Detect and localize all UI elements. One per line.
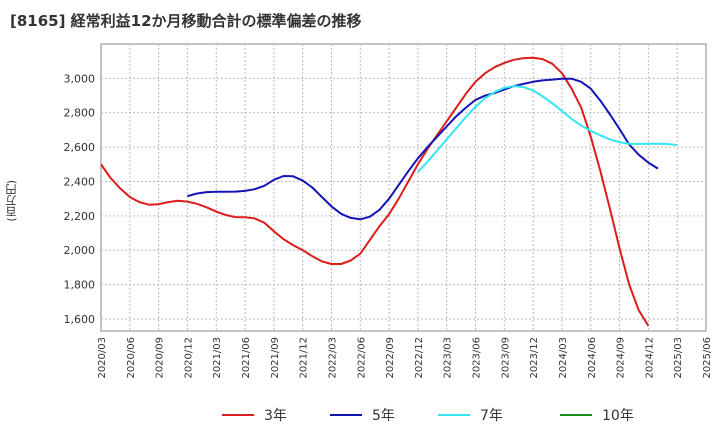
x-tick-layer: 2020/03 2020/06 2020/09 2020/12 2021/03 2021/… [97,337,713,379]
y-tick-label: 2,000 [64,244,96,257]
legend-item: 7年 [438,404,503,426]
x-tick-label: 2020/03 [97,337,108,379]
grid-layer [101,44,706,331]
x-tick-label: 2020/06 [126,337,137,379]
x-tick-label: 2021/12 [299,337,310,379]
x-tick-label: 2022/09 [385,337,396,379]
plot-area [100,43,707,332]
series-layer [100,56,678,327]
y-tick-label: 2,800 [64,107,96,120]
x-tick-label: 2021/09 [270,337,281,379]
y-tick-label: 1,600 [64,313,96,326]
legend-label: 10年 [602,408,634,424]
x-tick-label: 2024/09 [616,337,627,379]
legend-item: 10年 [560,404,634,426]
x-tick-label: 2024/06 [587,337,598,379]
legend-swatch [330,414,362,416]
x-tick-label: 2023/03 [443,337,454,379]
series-line-5年 [187,77,659,221]
x-tick-label: 2022/06 [356,337,367,379]
legend-swatch [222,414,254,416]
y-tick-label: 1,800 [64,279,96,292]
y-tick-label: 2,400 [64,175,96,188]
x-tick-label: 2025/06 [702,337,713,379]
legend-item: 5年 [330,404,395,426]
x-tick-label: 2023/09 [500,337,511,379]
y-tick-label: 2,200 [64,210,96,223]
x-tick-label: 2020/12 [183,337,194,379]
legend-swatch [560,414,592,416]
y-tick-label: 3,000 [64,72,96,85]
legend-label: 7年 [480,408,503,424]
legend: 3年 5年 7年 10年 [0,404,720,426]
x-tick-label: 2023/06 [472,337,483,379]
legend-label: 5年 [372,408,395,424]
x-tick-label: 2021/06 [241,337,252,379]
x-tick-label: 2024/03 [558,337,569,379]
legend-item: 3年 [222,404,287,426]
series-line-7年 [417,85,678,173]
x-tick-label: 2025/03 [673,337,684,379]
x-tick-label: 2020/09 [155,337,166,379]
x-tick-label: 2022/03 [327,337,338,379]
legend-swatch [438,414,470,416]
x-tick-label: 2024/12 [644,337,655,379]
y-tick-layer: 1,600 1,800 2,000 2,200 2,400 2,600 2,800 3,000 [64,72,96,326]
x-tick-label: 2022/12 [414,337,425,379]
chart-title: [8165] 経常利益12か月移動合計の標準偏差の推移 [10,12,362,30]
y-tick-label: 2,600 [64,141,96,154]
x-tick-label: 2023/12 [529,337,540,379]
legend-label: 3年 [264,408,287,424]
x-tick-label: 2021/03 [212,337,223,379]
series-line-3年 [100,56,650,327]
